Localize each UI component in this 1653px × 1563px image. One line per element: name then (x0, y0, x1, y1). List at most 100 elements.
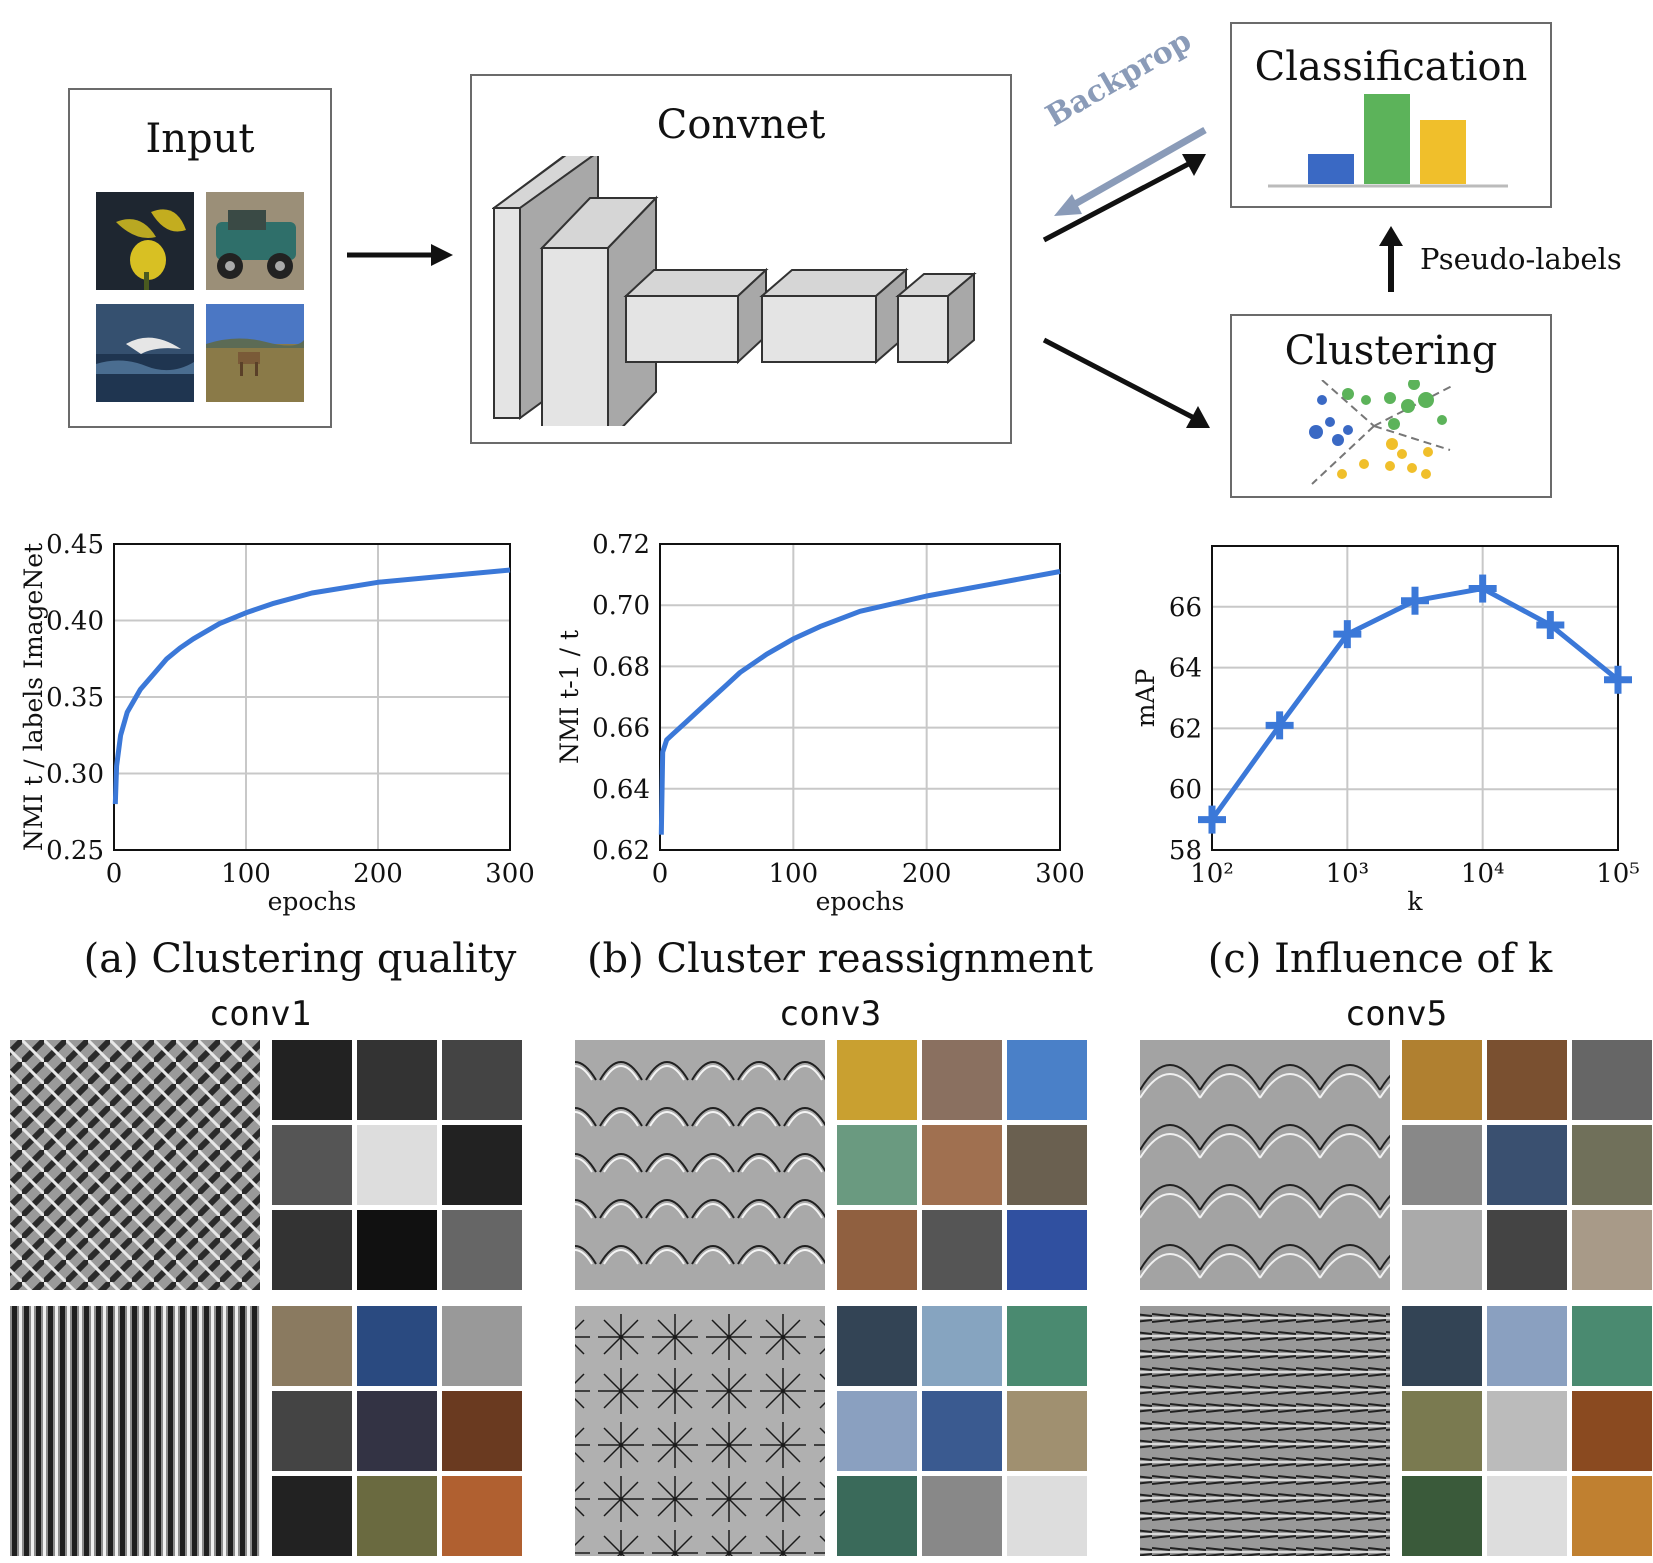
top-activating-patch (357, 1391, 437, 1471)
caption-a: (a) Clustering quality (83, 936, 517, 982)
top-activating-patch (1007, 1040, 1087, 1120)
top-activating-patch (1487, 1391, 1567, 1471)
y-axis-label: mAP (1131, 669, 1160, 728)
top-activating-patch (1487, 1040, 1567, 1120)
x-axis-label: k (1407, 887, 1423, 916)
top-activating-patch (1007, 1391, 1087, 1471)
x-tick-label: 10² (1190, 859, 1234, 889)
top-activating-patch (442, 1040, 522, 1120)
top-activating-patch (922, 1476, 1002, 1556)
top-activating-patch (1572, 1476, 1652, 1556)
y-tick-label: 62 (1169, 714, 1202, 744)
chart-clustering-quality: 0 100 200 300 0.25 0.30 0.35 0.40 0.45 epochs NMI … (19, 530, 535, 916)
plot-frame (113, 543, 511, 851)
data-point-marker (1198, 805, 1226, 834)
y-tick-label: 60 (1169, 775, 1202, 805)
y-tick-label: 0.64 (592, 775, 650, 805)
y-tick-label: 0.35 (46, 683, 104, 713)
top-activating-patch (1007, 1125, 1087, 1205)
filter-visualization (10, 1040, 260, 1290)
top-activating-patch (442, 1125, 522, 1205)
conv1-label: conv1 (208, 994, 312, 1034)
x-axis-label: epochs (268, 887, 357, 916)
y-tick-label: 58 (1169, 836, 1202, 866)
top-activating-patch (272, 1391, 352, 1471)
top-activating-patch (272, 1210, 352, 1290)
filter-visualization (1140, 1040, 1390, 1290)
conv5-label: conv5 (1344, 994, 1448, 1034)
top-activating-patch (272, 1125, 352, 1205)
x-tick-label: 300 (485, 859, 535, 889)
data-point-marker (1536, 611, 1565, 640)
convnet-box: Convnet (470, 74, 1012, 444)
top-activating-patch (837, 1040, 917, 1120)
top-activating-patch (357, 1306, 437, 1386)
top-activating-patch (837, 1391, 917, 1471)
top-activating-patch (1402, 1391, 1482, 1471)
y-tick-label: 0.72 (592, 530, 650, 560)
arrows-convnet-outputs (1042, 126, 1210, 428)
x-tick-label: 200 (353, 859, 403, 889)
filter-visualization (10, 1306, 260, 1556)
top-activating-patch (1572, 1210, 1652, 1290)
top-activating-patch (442, 1306, 522, 1386)
filter-visualization (575, 1040, 825, 1290)
top-activating-patch (1007, 1476, 1087, 1556)
x-tick-label: 0 (652, 859, 669, 889)
data-point-marker (1400, 586, 1429, 615)
x-tick-label: 100 (769, 859, 819, 889)
data-point-marker (1468, 574, 1497, 603)
top-activating-patch (922, 1040, 1002, 1120)
top-activating-patch (357, 1210, 437, 1290)
plot-frame (1211, 545, 1619, 851)
top-activating-patch (922, 1391, 1002, 1471)
x-tick-label: 10⁴ (1461, 859, 1505, 889)
y-tick-label: 0.62 (592, 836, 650, 866)
top-activating-patch (1007, 1306, 1087, 1386)
chart-cluster-reassignment: 0 100 200 300 0.62 0.64 0.66 0.68 0.70 0.72 epochs… (555, 530, 1085, 916)
filter-visualization (1140, 1306, 1390, 1556)
top-activating-patch (357, 1125, 437, 1205)
data-point-marker (1604, 665, 1632, 694)
y-tick-label: 64 (1169, 654, 1202, 684)
top-activating-patch (1487, 1306, 1567, 1386)
pseudo-labels-arrow (1379, 226, 1403, 292)
chart-influence-of-k: 10² 10³ 10⁴ 10⁵ 58 60 62 64 66 k mAP (1131, 545, 1640, 916)
x-tick-label: 100 (221, 859, 271, 889)
series-line (658, 569, 1061, 835)
classification-bars-icon (1268, 94, 1508, 188)
classification-box: Classification (1230, 22, 1552, 208)
x-tick-label: 0 (106, 859, 123, 889)
clustering-box: Clustering (1230, 314, 1552, 498)
clustering-scatter-icon (1309, 380, 1453, 485)
top-activating-patch (922, 1210, 1002, 1290)
top-activating-patch (1007, 1210, 1087, 1290)
y-tick-label: 0.40 (46, 607, 104, 637)
top-activating-patch (272, 1476, 352, 1556)
input-image-deer (206, 304, 304, 402)
input-image-flower (96, 192, 194, 290)
top-activating-patch (1402, 1476, 1482, 1556)
caption-c: (c) Influence of k (1207, 936, 1553, 982)
plot-frame (659, 543, 1061, 851)
input-box: Input (68, 88, 332, 428)
clustering-title: Clustering (1284, 328, 1498, 374)
top-activating-patch (1402, 1040, 1482, 1120)
top-activating-patch (922, 1306, 1002, 1386)
top-activating-patch (357, 1040, 437, 1120)
top-activating-patch (1572, 1125, 1652, 1205)
y-tick-label: 66 (1169, 593, 1202, 623)
classification-title: Classification (1254, 44, 1528, 90)
y-tick-label: 0.25 (46, 836, 104, 866)
series-line (112, 567, 511, 805)
y-axis-label: NMI t / labels ImageNet (19, 543, 48, 851)
y-tick-label: 0.45 (46, 530, 104, 560)
input-image-bird (96, 304, 194, 402)
x-tick-label: 300 (1035, 859, 1085, 889)
filter-visualizations (10, 1040, 1652, 1556)
top-activating-patch (1402, 1306, 1482, 1386)
x-tick-label: 10⁵ (1596, 859, 1640, 889)
top-activating-patch (1487, 1476, 1567, 1556)
top-activating-patch (837, 1210, 917, 1290)
top-activating-patch (1487, 1125, 1567, 1205)
